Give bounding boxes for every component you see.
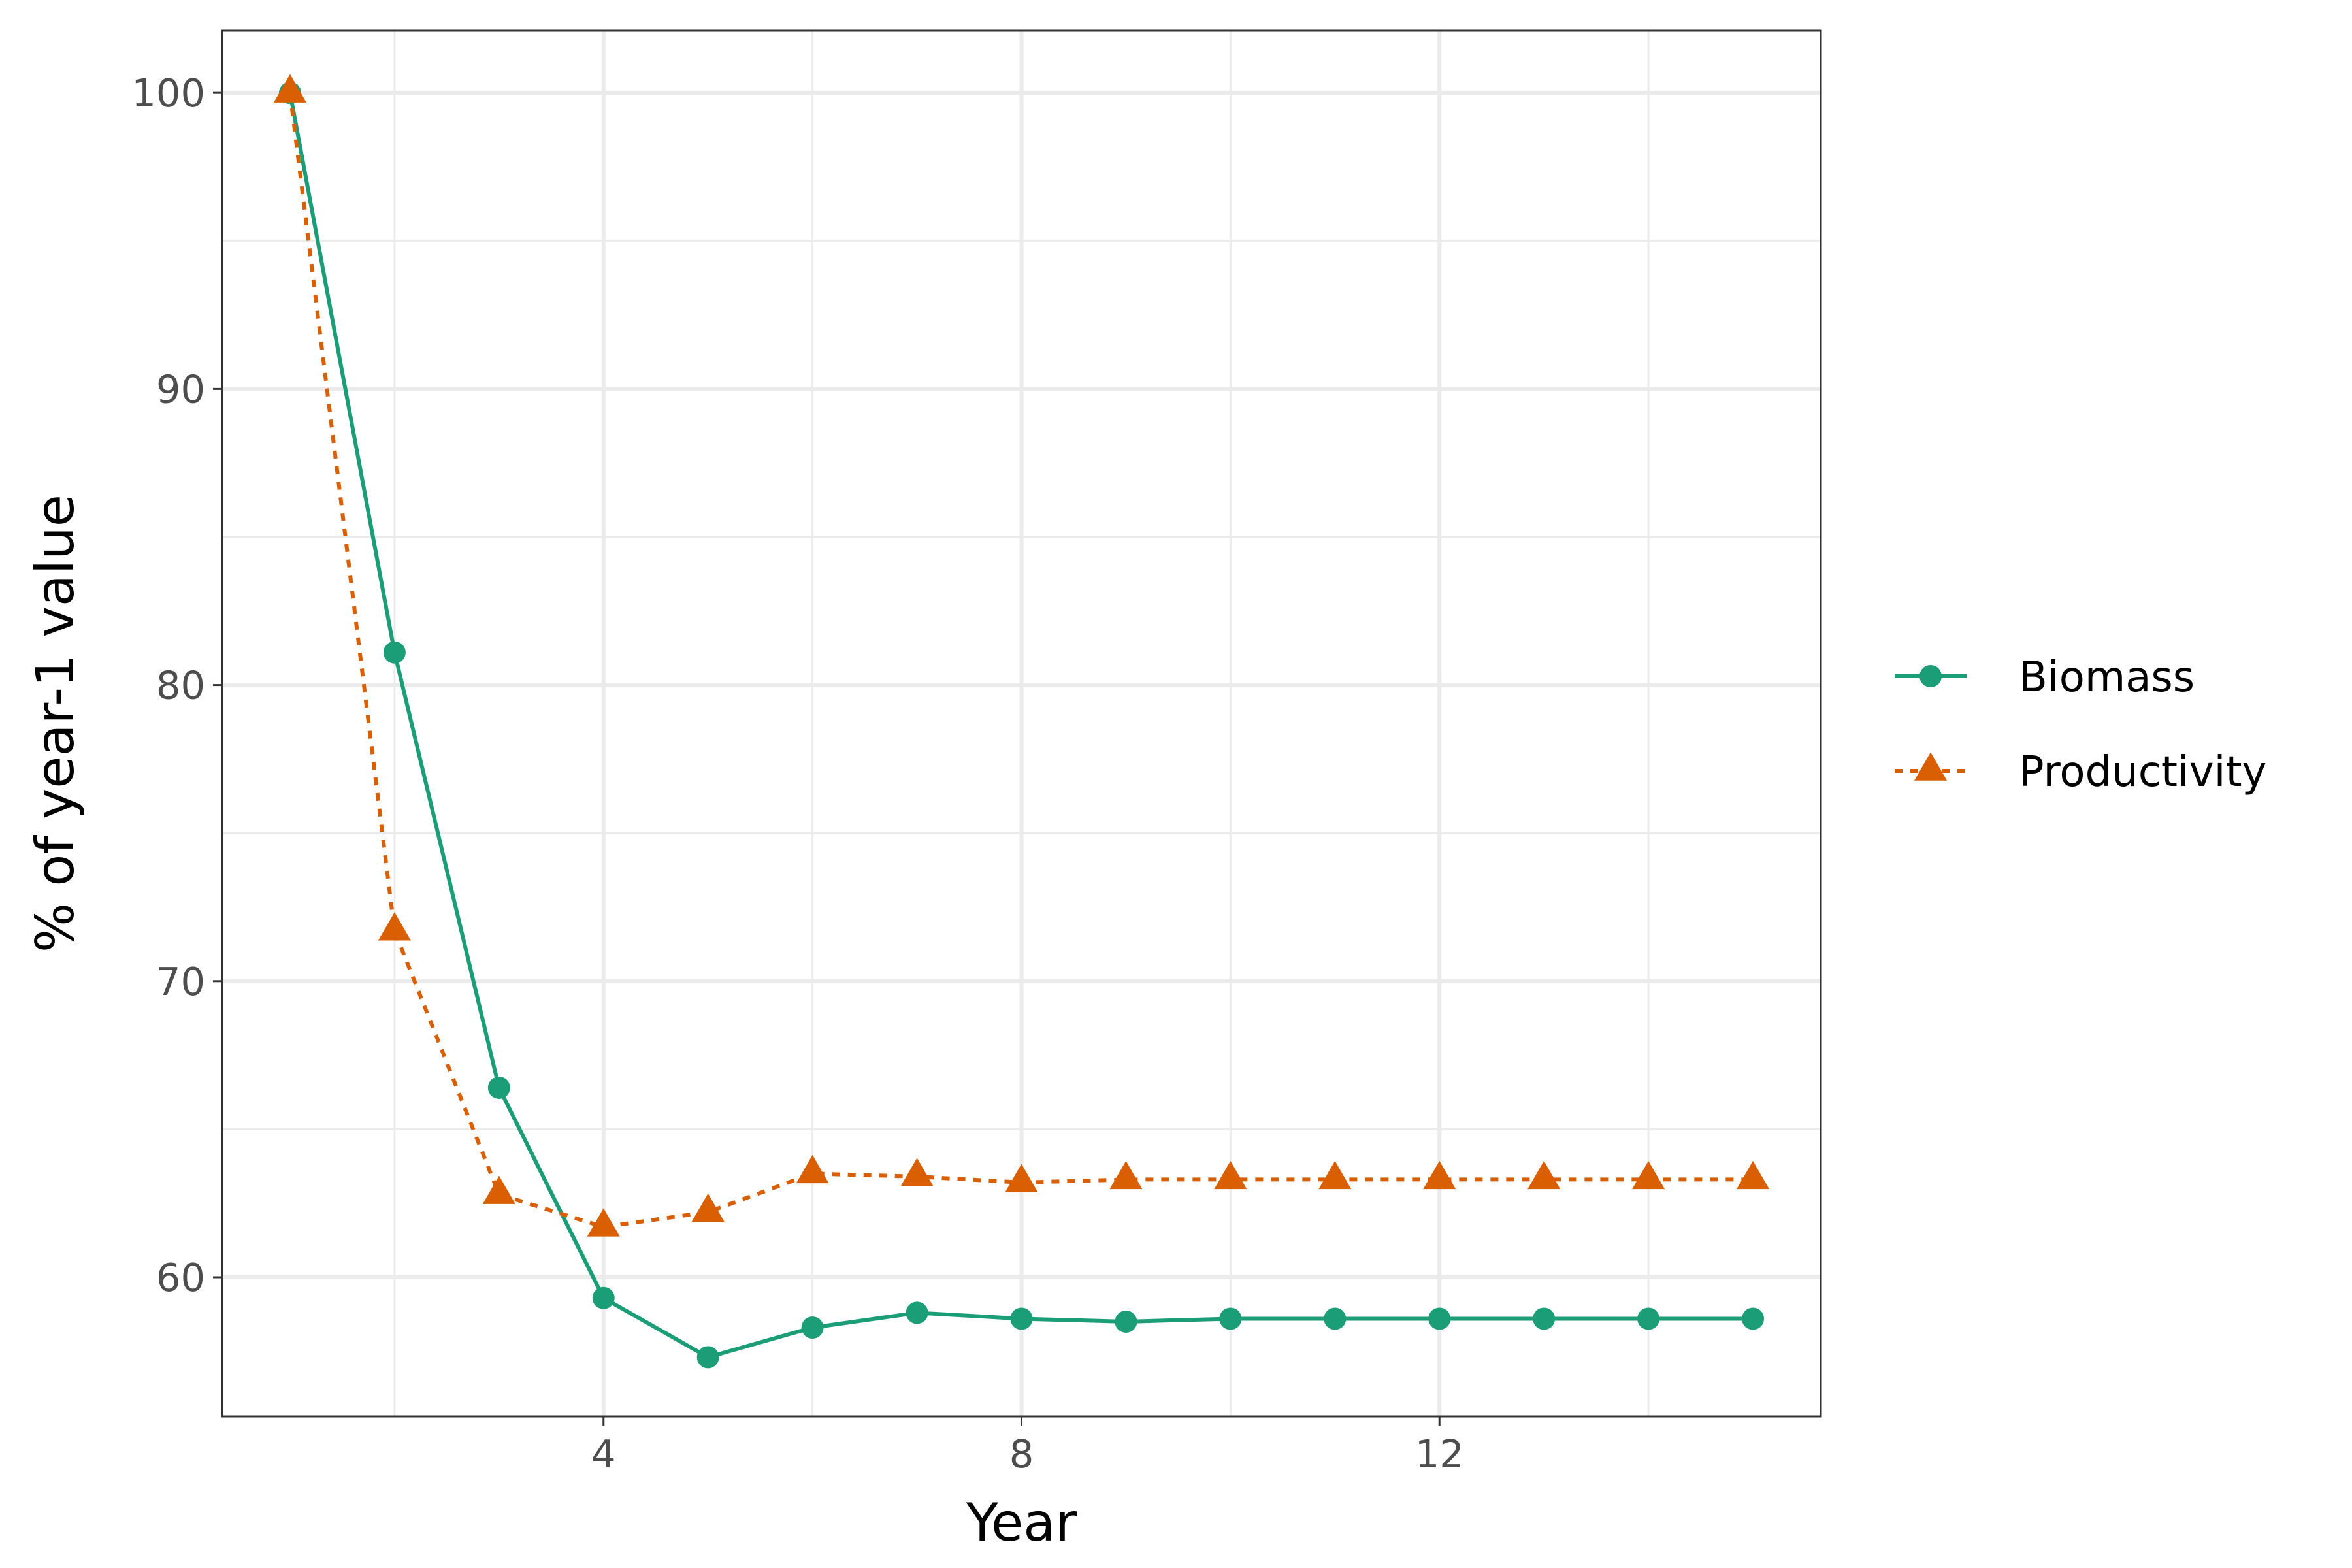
productivity-point bbox=[378, 912, 411, 941]
y-tick-label: 100 bbox=[131, 71, 205, 116]
biomass-point bbox=[1742, 1307, 1765, 1330]
legend-label-biomass: Biomass bbox=[2019, 653, 2195, 702]
productivity-point bbox=[482, 1175, 515, 1204]
legend-key-marker-biomass bbox=[1919, 665, 1942, 687]
biomass-point bbox=[696, 1346, 719, 1369]
y-tick-label: 60 bbox=[156, 1255, 205, 1300]
axis-ticks bbox=[213, 91, 1441, 1426]
legend: Biomass Productivity bbox=[1895, 653, 2266, 796]
biomass-point bbox=[1533, 1307, 1556, 1330]
productivity-point bbox=[1632, 1160, 1665, 1190]
productivity-point bbox=[796, 1154, 829, 1184]
productivity-point bbox=[1737, 1160, 1770, 1190]
y-tick-label: 70 bbox=[156, 959, 205, 1004]
series-layer bbox=[273, 74, 1770, 1369]
x-tick-label: 4 bbox=[591, 1431, 616, 1477]
productivity-point bbox=[587, 1208, 620, 1237]
x-axis-title: Year bbox=[966, 1492, 1077, 1553]
y-tick-label: 80 bbox=[156, 663, 205, 708]
legend-label-productivity: Productivity bbox=[2019, 748, 2266, 796]
productivity-point bbox=[691, 1193, 725, 1222]
productivity-point bbox=[1423, 1160, 1456, 1190]
biomass-point bbox=[1637, 1307, 1660, 1330]
biomass-point bbox=[487, 1076, 510, 1099]
biomass-point bbox=[1219, 1307, 1242, 1330]
productivity-point bbox=[900, 1158, 934, 1186]
productivity-point bbox=[1005, 1164, 1038, 1192]
x-tick-label: 8 bbox=[1009, 1431, 1034, 1477]
biomass-point bbox=[1428, 1307, 1451, 1330]
tick-labels: 4 8 12 60 70 80 90 100 bbox=[131, 71, 1463, 1477]
productivity-point bbox=[1109, 1160, 1143, 1190]
biomass-point bbox=[383, 641, 406, 664]
legend-key-marker-productivity bbox=[1914, 752, 1947, 781]
productivity-point bbox=[1318, 1160, 1352, 1190]
productivity-point bbox=[273, 74, 306, 103]
y-tick-label: 90 bbox=[156, 367, 205, 412]
productivity-point bbox=[1527, 1160, 1561, 1190]
biomass-point bbox=[1115, 1310, 1137, 1333]
biomass-point bbox=[801, 1316, 824, 1339]
x-tick-label: 12 bbox=[1415, 1431, 1464, 1477]
productivity-point bbox=[1214, 1160, 1247, 1190]
y-axis-title: % of year-1 value bbox=[25, 495, 86, 953]
biomass-point bbox=[1324, 1307, 1347, 1330]
biomass-point bbox=[906, 1301, 928, 1324]
biomass-point bbox=[1010, 1307, 1033, 1330]
biomass-point bbox=[592, 1286, 615, 1309]
